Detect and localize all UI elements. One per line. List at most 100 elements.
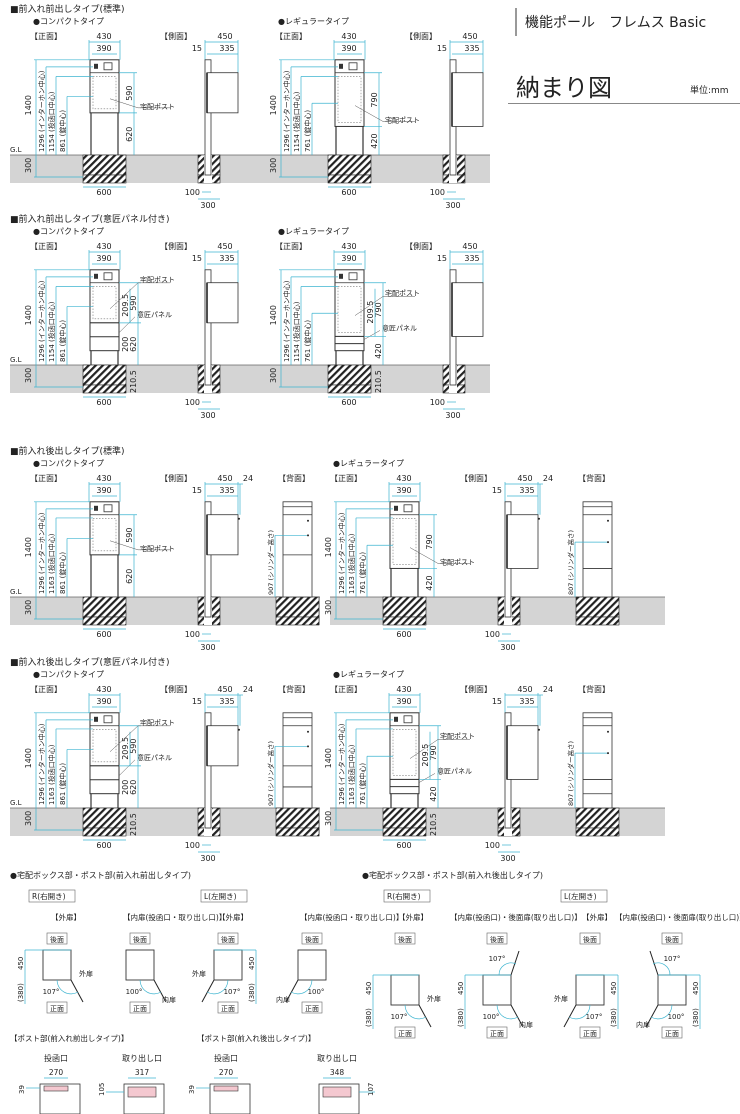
rear-label: 後面 <box>133 935 147 944</box>
dimension-label: 1296 (インターホン中心) <box>337 723 346 805</box>
ground-band <box>10 155 490 183</box>
leader-line <box>354 296 384 316</box>
section-title: ■前入れ前出しタイプ(標準) <box>10 3 125 15</box>
camera-icon <box>403 715 413 724</box>
dimension-label: 807 (シリンダー高さ) <box>566 530 575 595</box>
outlet-label: 取り出し口 <box>122 1053 162 1063</box>
dimension-label: 450 <box>457 982 465 995</box>
side-pole <box>204 712 212 829</box>
front-footing <box>82 807 127 829</box>
dimension-label: 100 <box>185 398 200 407</box>
dimension-label: 590 <box>129 295 138 310</box>
gl-label: G.L <box>10 356 22 364</box>
front-label: 正面 <box>221 1005 235 1013</box>
dimension-label: 1154 (投函口中心) <box>292 301 301 362</box>
dimension-label: 761 (錠中心) <box>303 320 312 362</box>
dimension-label: 1400 <box>24 748 33 768</box>
dimension-label: 1296 (インターホン中心) <box>37 70 46 152</box>
swing-arc <box>496 1004 519 1020</box>
front-tag <box>579 1026 601 1039</box>
front-base <box>82 827 127 837</box>
inner-door <box>285 979 299 1003</box>
lock-icon <box>307 730 309 733</box>
dimension-label: 390 <box>396 697 411 706</box>
rear-tag <box>301 932 323 945</box>
intercom-icon <box>94 273 98 279</box>
dimension-label: 861 (錠中心) <box>58 320 67 362</box>
outlet-label: 取り出し口 <box>317 1053 357 1063</box>
dimension-label: 430 <box>341 32 356 41</box>
rear-tag <box>661 932 683 945</box>
ground-band <box>10 808 320 836</box>
dimension-label: 300 <box>500 643 515 652</box>
dimension-label: 335 <box>464 44 479 53</box>
header-bar <box>515 8 517 36</box>
dimension-label: 430 <box>96 32 111 41</box>
page-title: 納まり図 <box>516 74 612 102</box>
delivery-box-door <box>392 518 417 565</box>
dimension-label: 300 <box>24 811 33 826</box>
dimension-label: 300 <box>269 368 278 383</box>
front-view-label: 【正面】 <box>30 474 62 483</box>
dimension-label: 300 <box>500 854 515 863</box>
front-view-label: 【正面】 <box>30 685 62 694</box>
dimension-label: 335 <box>219 44 234 53</box>
leader-line <box>354 105 384 122</box>
front-base <box>382 616 427 626</box>
dimension-label: 24 <box>543 474 553 483</box>
outer-door-label: 【外扉】 <box>582 912 612 922</box>
side-box <box>206 514 239 556</box>
front-footing <box>327 154 372 176</box>
front-label: 正面 <box>398 1030 412 1038</box>
dimension-label: 450 <box>517 685 532 694</box>
dimension-label: 590 <box>125 527 134 542</box>
dimension-label: 300 <box>24 368 33 383</box>
section-title: ■前入れ後出しタイプ(意匠パネル付き) <box>10 656 170 668</box>
dimension-label: 300 <box>324 811 333 826</box>
dimension-label: 420 <box>429 786 438 801</box>
box-plan <box>297 949 327 981</box>
back-view-label: 【背面】 <box>278 473 310 483</box>
dimension-label: 15 <box>437 44 447 53</box>
handle-icon <box>238 728 240 731</box>
rear-tag <box>217 932 239 945</box>
handle-icon <box>538 517 540 520</box>
swing-arc <box>206 979 229 995</box>
side-box <box>506 514 539 569</box>
leader-line <box>118 316 136 333</box>
camera-icon <box>103 504 113 513</box>
lock-icon <box>307 519 309 522</box>
dimension-label: 450 <box>692 982 700 995</box>
angle-label: 107° <box>586 1013 603 1021</box>
side-box <box>451 72 484 127</box>
outer-door <box>563 1004 577 1028</box>
back-footing <box>275 807 320 829</box>
dimension-label: 620 <box>125 569 134 584</box>
door-label: 外扉 <box>427 994 441 1003</box>
dimension-label: 450 <box>462 242 477 251</box>
front-base <box>327 384 372 394</box>
slot-opening <box>43 1085 69 1092</box>
dimension-label: 761 (錠中心) <box>358 763 367 805</box>
hinge-label-box <box>200 889 248 903</box>
hinge-label: L(左開き) <box>204 891 237 901</box>
dimension-label: 420 <box>370 133 379 148</box>
inner-door-label: 【内扉(投函口・取り出し口)】 <box>300 912 403 922</box>
dimension-label: 390 <box>96 44 111 53</box>
gl-label: G.L <box>10 146 22 154</box>
cylinder-icon <box>607 752 609 755</box>
panel-label: 意匠パネル <box>437 766 472 775</box>
front-view-label: 【正面】 <box>330 474 362 483</box>
dimension-label: 335 <box>219 254 234 263</box>
camera-icon <box>103 272 113 281</box>
slot-label: 投函口 <box>44 1053 68 1063</box>
angle-label: 107° <box>224 988 241 996</box>
back-frame <box>582 501 613 598</box>
dimension-label: 1296 (インターホン中心) <box>282 280 291 362</box>
variant-name: ●コンパクトタイプ <box>33 670 104 679</box>
back-view-label: 【背面】 <box>578 684 610 694</box>
variant-name: ●レギュラータイプ <box>333 670 404 679</box>
rear-tag <box>129 932 151 945</box>
dimension-label: 15 <box>492 486 502 495</box>
